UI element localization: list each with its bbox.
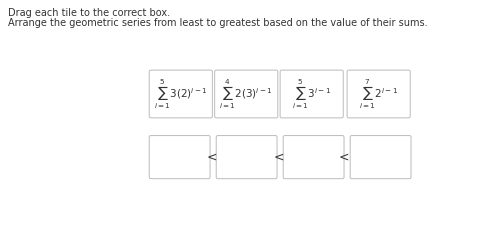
Text: Drag each tile to the correct box.: Drag each tile to the correct box. (8, 8, 170, 18)
Text: $\sum_{i=1}^{7} 2^{i-1}$: $\sum_{i=1}^{7} 2^{i-1}$ (359, 77, 399, 110)
FancyBboxPatch shape (347, 70, 410, 118)
Text: <: < (207, 151, 218, 164)
FancyBboxPatch shape (214, 70, 278, 118)
Text: $\sum_{i=1}^{4} 2(3)^{i-1}$: $\sum_{i=1}^{4} 2(3)^{i-1}$ (220, 77, 273, 110)
FancyBboxPatch shape (149, 136, 210, 179)
Text: <: < (339, 151, 349, 164)
FancyBboxPatch shape (283, 136, 344, 179)
Text: $\sum_{i=1}^{5} 3^{i-1}$: $\sum_{i=1}^{5} 3^{i-1}$ (292, 77, 332, 110)
Text: <: < (274, 151, 284, 164)
Text: Arrange the geometric series from least to greatest based on the value of their : Arrange the geometric series from least … (8, 18, 428, 28)
FancyBboxPatch shape (149, 70, 212, 118)
FancyBboxPatch shape (350, 136, 411, 179)
FancyBboxPatch shape (280, 70, 344, 118)
Text: $\sum_{i=1}^{5} 3(2)^{i-1}$: $\sum_{i=1}^{5} 3(2)^{i-1}$ (154, 77, 208, 110)
FancyBboxPatch shape (216, 136, 277, 179)
